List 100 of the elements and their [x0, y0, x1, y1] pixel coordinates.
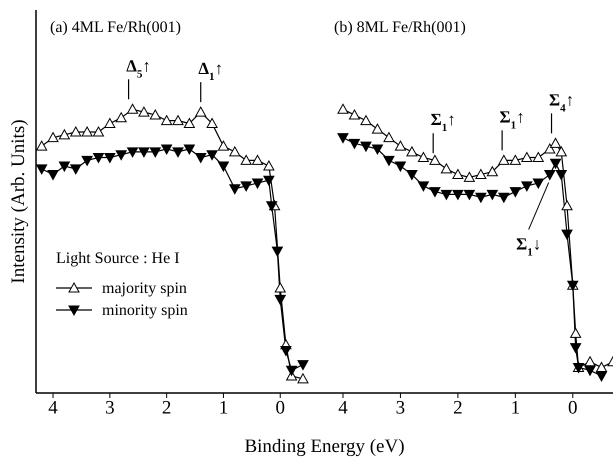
point	[510, 154, 521, 165]
x-tick-label: 3	[396, 397, 406, 418]
point	[464, 172, 475, 182]
annotation: Δ$_{5}$↑	[126, 56, 151, 80]
point	[274, 282, 286, 293]
point	[252, 154, 264, 165]
point	[266, 201, 278, 212]
point	[82, 126, 93, 136]
point	[297, 373, 308, 384]
point	[218, 162, 229, 172]
point	[263, 176, 274, 186]
point	[372, 144, 383, 155]
point	[48, 132, 59, 142]
point	[116, 150, 127, 160]
point	[498, 154, 510, 165]
point	[240, 154, 252, 165]
x-tick-label: 3	[105, 397, 115, 418]
x-tick-label: 2	[453, 397, 463, 418]
point	[138, 147, 150, 158]
point	[550, 158, 562, 169]
point	[161, 144, 172, 155]
point	[440, 163, 452, 174]
point	[562, 200, 573, 210]
point	[172, 115, 184, 126]
point	[452, 190, 464, 200]
point	[229, 184, 240, 194]
point	[510, 187, 521, 198]
annotation: Σ$_{1}$↑	[430, 110, 456, 134]
y-axis-title: Intensity (Arb. Units)	[8, 119, 29, 284]
point	[570, 343, 582, 354]
point	[297, 360, 308, 370]
point	[498, 192, 510, 203]
point	[429, 154, 440, 165]
point	[36, 140, 48, 151]
point	[562, 230, 573, 240]
point	[184, 118, 195, 128]
point	[48, 170, 59, 180]
point	[440, 190, 452, 200]
point	[348, 138, 360, 149]
legend-label: majority spin	[102, 280, 187, 297]
point	[161, 115, 172, 126]
point	[280, 346, 292, 356]
x-tick-label: 0	[275, 397, 285, 418]
point	[429, 187, 440, 198]
point	[383, 132, 394, 142]
point	[360, 142, 372, 152]
point	[556, 170, 567, 180]
point	[464, 190, 475, 200]
point	[372, 124, 383, 134]
point	[550, 138, 562, 148]
point	[92, 126, 104, 136]
point	[92, 153, 104, 164]
point	[127, 104, 138, 114]
point	[150, 147, 161, 158]
point	[172, 147, 184, 158]
point	[138, 106, 150, 117]
point	[184, 144, 195, 155]
point	[486, 190, 498, 200]
point	[263, 160, 274, 171]
point	[104, 118, 116, 128]
point	[337, 104, 348, 114]
point	[70, 126, 82, 136]
point	[229, 146, 240, 156]
x-tick-label: 1	[510, 397, 520, 418]
point	[36, 164, 48, 174]
legend-label: minority spin	[102, 302, 188, 319]
point	[337, 133, 348, 144]
point	[272, 246, 283, 257]
point	[150, 109, 161, 120]
point	[394, 162, 406, 172]
point	[556, 146, 567, 156]
x-tick-label: 4	[338, 397, 348, 418]
point	[82, 156, 93, 166]
point	[70, 164, 82, 174]
point	[58, 129, 70, 140]
point	[218, 140, 229, 151]
x-tick-label: 4	[48, 397, 58, 418]
point	[521, 181, 532, 192]
point	[406, 146, 418, 156]
point	[596, 371, 608, 382]
annotation: Σ$_{1}$↓	[516, 234, 542, 259]
point	[584, 356, 596, 366]
x-tick-label: 0	[568, 397, 578, 418]
point	[406, 170, 418, 180]
point	[348, 109, 360, 120]
point	[383, 156, 394, 166]
point	[274, 294, 286, 305]
chart-title: (a) 4ML Fe/Rh(001)	[50, 19, 181, 36]
point	[486, 166, 498, 176]
point	[127, 147, 138, 158]
point	[206, 150, 218, 160]
point	[584, 366, 596, 376]
x-tick-label: 2	[162, 397, 172, 418]
annotation: Δ$_{1}$↑	[198, 59, 224, 84]
point	[452, 169, 464, 180]
point	[544, 144, 556, 154]
x-tick-label: 1	[218, 397, 228, 418]
annotation: Σ$_{4}$↑	[548, 90, 574, 114]
point	[116, 112, 127, 122]
point	[475, 192, 486, 203]
